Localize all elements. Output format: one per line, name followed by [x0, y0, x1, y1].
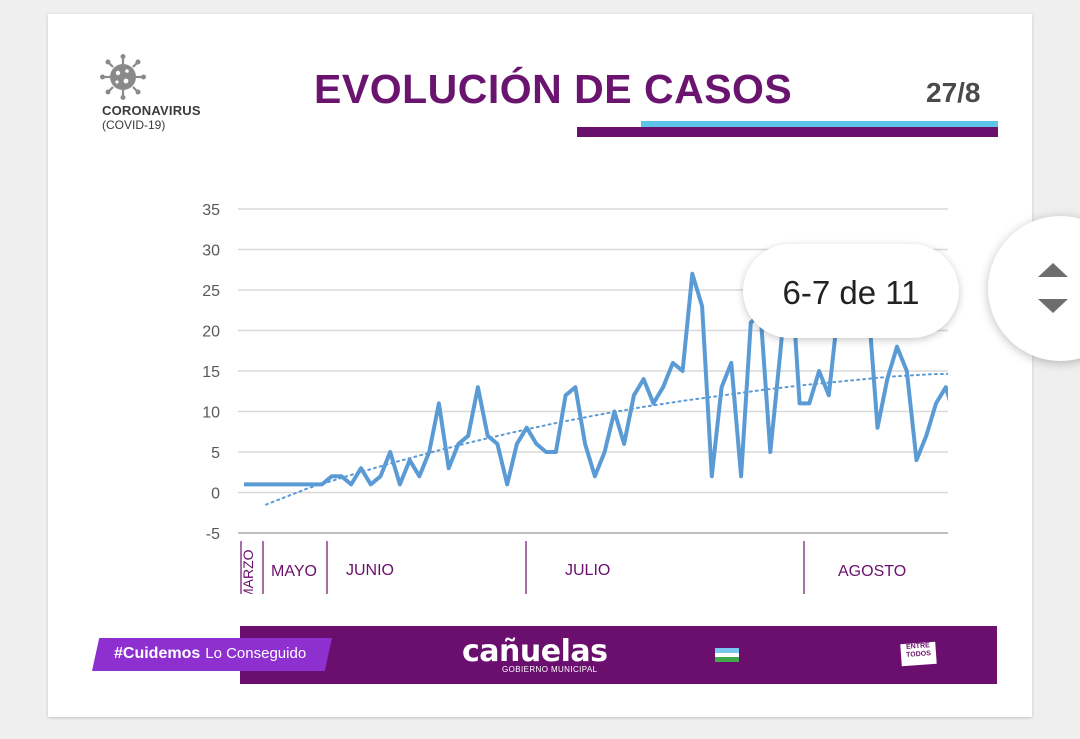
brand-subtitle: (COVID-19): [102, 118, 166, 132]
y-tick-label: 25: [202, 283, 220, 300]
month-label: AGOSTO: [838, 563, 906, 580]
logo-subtitle: GOBIERNO MUNICIPAL: [502, 665, 598, 674]
entre-todos-badge: ENTRE TODOS: [900, 641, 937, 667]
hashtag-text: #Cuidemos Lo Conseguido: [114, 645, 306, 663]
slide-title: EVOLUCIÓN DE CASOS: [314, 66, 793, 112]
y-tick-label: 0: [211, 486, 220, 503]
y-tick-label: 20: [202, 324, 220, 341]
brand-title: CORONAVIRUS: [102, 103, 201, 118]
slide: CORONAVIRUS (COVID-19) EVOLUCIÓN DE CASO…: [48, 14, 1032, 717]
hashtag-banner: [92, 638, 332, 671]
badge-line-2: TODOS: [905, 650, 932, 659]
title-underline-accent: [641, 121, 998, 127]
title-underline: [577, 127, 998, 137]
month-label: MAYO: [271, 563, 317, 580]
y-tick-label: 15: [202, 364, 220, 381]
flag-icon: [715, 648, 739, 662]
y-tick-label: 5: [211, 445, 220, 462]
chevron-down-icon[interactable]: [1038, 299, 1068, 313]
footer-bar: [240, 626, 997, 684]
hashtag-rest: Lo Conseguido: [205, 645, 307, 662]
canuelas-logo: cañuelas: [462, 634, 608, 669]
coronavirus-icon: [100, 54, 146, 100]
y-tick-label: 10: [202, 405, 220, 422]
y-tick-label: 35: [202, 202, 220, 219]
cases-line-chart: 35 30 25 20 15 10 5 0 -5 MARZO MAYO JUNIO JULIO AGOST…: [202, 202, 948, 594]
month-label: JUNIO: [346, 562, 394, 579]
slide-date: 27/8: [926, 77, 981, 108]
chevron-up-icon[interactable]: [1038, 263, 1068, 277]
y-tick-label: 30: [202, 243, 220, 260]
hashtag-bold: #Cuidemos: [114, 645, 201, 662]
y-tick-label: -5: [206, 526, 220, 543]
trend-line: [265, 372, 948, 506]
month-label: JULIO: [565, 562, 610, 579]
page-indicator-text: 6-7 de 11: [782, 274, 920, 311]
page-indicator: 6-7 de 11: [743, 244, 959, 338]
month-label: MARZO: [240, 549, 256, 594]
